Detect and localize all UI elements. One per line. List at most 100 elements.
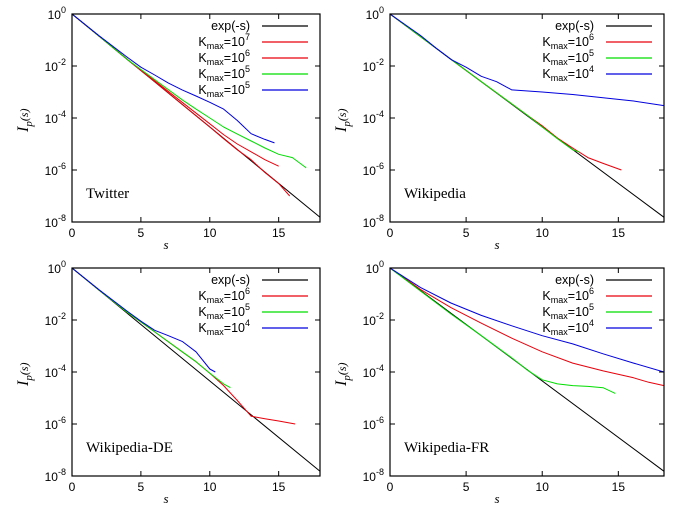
panel-label: Wikipedia-FR bbox=[404, 440, 489, 456]
y-tick-base: 10 bbox=[45, 314, 59, 328]
y-axis-label-rest: (s) bbox=[17, 363, 31, 376]
legend-subscript: max bbox=[551, 41, 569, 51]
series-line-4 bbox=[72, 14, 275, 144]
y-tick-label-2: 10-4 bbox=[45, 109, 66, 126]
legend-subscript: max bbox=[207, 295, 225, 305]
series-line-1 bbox=[72, 268, 296, 425]
legend-superscript: 4 bbox=[589, 318, 594, 328]
y-axis-label-rest: (s) bbox=[17, 109, 31, 122]
y-tick-exponent: -4 bbox=[376, 363, 384, 373]
chart-panel-1: 0 5 10 1510010-210-410-610-8sIp(s)Wikipedia… bbox=[333, 5, 665, 252]
x-tick-label-1: 5 bbox=[138, 226, 145, 240]
legend-superscript: 5 bbox=[245, 64, 250, 74]
legend-superscript: 4 bbox=[245, 318, 250, 328]
legend-subscript: max bbox=[551, 73, 569, 83]
panel-label: Twitter bbox=[86, 186, 129, 202]
legend-subscript: max bbox=[551, 327, 569, 337]
y-tick-label-3: 10-6 bbox=[363, 415, 384, 432]
legend-text: K bbox=[198, 83, 207, 97]
y-tick-base: 10 bbox=[45, 112, 59, 126]
y-axis-label-sub: p bbox=[23, 121, 35, 128]
legend-entry-3: Kmax=105 bbox=[198, 64, 250, 83]
legend-subscript: max bbox=[551, 295, 569, 305]
y-axis-label-main: I bbox=[15, 126, 32, 133]
legend-superscript: 4 bbox=[589, 64, 594, 74]
x-tick-label-3: 15 bbox=[612, 480, 626, 494]
y-tick-label-3: 10-6 bbox=[45, 161, 66, 178]
y-tick-exponent: -4 bbox=[58, 109, 66, 119]
y-tick-label-1: 10-2 bbox=[45, 311, 66, 328]
legend-subscript: max bbox=[207, 41, 225, 51]
legend-superscript: 6 bbox=[245, 286, 250, 296]
legend-text: K bbox=[198, 35, 207, 49]
y-tick-base: 10 bbox=[363, 314, 377, 328]
legend-superscript: 6 bbox=[245, 48, 250, 58]
legend-entry-3: Kmax=104 bbox=[542, 64, 594, 83]
legend-text: K bbox=[198, 321, 207, 335]
x-axis-label: s bbox=[163, 491, 168, 506]
plot-area bbox=[72, 268, 320, 472]
y-axis-label: Ip(s) bbox=[15, 109, 35, 134]
legend-text: K bbox=[542, 35, 551, 49]
panel-label: Wikipedia-DE bbox=[86, 440, 173, 456]
legend-entry-0: exp(-s) bbox=[555, 19, 594, 33]
y-tick-exponent: 0 bbox=[379, 5, 384, 15]
series-line-3 bbox=[390, 14, 664, 107]
x-tick-label-0: 0 bbox=[69, 480, 76, 494]
legend-entry-0: exp(-s) bbox=[555, 273, 594, 287]
legend-subscript: max bbox=[207, 89, 225, 99]
legend-text: K bbox=[542, 67, 551, 81]
legend-equals: =10 bbox=[568, 35, 589, 49]
y-tick-base: 10 bbox=[45, 216, 59, 230]
y-tick-base: 10 bbox=[48, 8, 62, 22]
x-tick-label-0: 0 bbox=[69, 226, 76, 240]
y-tick-base: 10 bbox=[366, 262, 380, 276]
y-axis-label-main: I bbox=[333, 126, 350, 133]
panel-label: Wikipedia bbox=[404, 186, 466, 202]
y-tick-label-4: 10-8 bbox=[45, 467, 66, 484]
legend-superscript: 5 bbox=[245, 80, 250, 90]
x-axis-label: s bbox=[494, 491, 499, 506]
y-axis-label-main: I bbox=[15, 380, 32, 387]
x-tick-label-1: 5 bbox=[138, 480, 145, 494]
plot-area bbox=[72, 14, 320, 218]
legend-entry-1: Kmax=107 bbox=[198, 32, 250, 51]
y-tick-exponent: -2 bbox=[58, 311, 66, 321]
y-tick-label-0: 100 bbox=[48, 259, 66, 276]
y-axis-label: Ip(s) bbox=[333, 109, 353, 134]
x-tick-label-3: 15 bbox=[272, 480, 286, 494]
legend-subscript: max bbox=[551, 311, 569, 321]
legend-superscript: 7 bbox=[245, 32, 250, 42]
legend-superscript: 6 bbox=[589, 32, 594, 42]
legend-text: K bbox=[198, 289, 207, 303]
legend-equals: =10 bbox=[224, 67, 245, 81]
legend-superscript: 5 bbox=[589, 302, 594, 312]
legend-text: K bbox=[542, 305, 551, 319]
legend-superscript: 5 bbox=[245, 302, 250, 312]
y-tick-exponent: -8 bbox=[376, 213, 384, 223]
legend-entry-1: Kmax=106 bbox=[542, 32, 594, 51]
legend-equals: =10 bbox=[224, 289, 245, 303]
legend-equals: =10 bbox=[224, 83, 245, 97]
y-axis-label-sub: p bbox=[23, 375, 35, 382]
y-tick-label-4: 10-8 bbox=[363, 467, 384, 484]
x-axis-label: s bbox=[494, 237, 499, 252]
y-tick-base: 10 bbox=[363, 164, 377, 178]
y-tick-label-1: 10-2 bbox=[45, 57, 66, 74]
y-tick-label-0: 100 bbox=[366, 259, 384, 276]
legend-subscript: max bbox=[207, 311, 225, 321]
legend-entry-1: Kmax=106 bbox=[198, 286, 250, 305]
plot-area bbox=[390, 268, 664, 472]
legend-equals: =10 bbox=[568, 305, 589, 319]
y-tick-exponent: -2 bbox=[376, 311, 384, 321]
x-tick-label-0: 0 bbox=[387, 480, 394, 494]
legend-entry-2: Kmax=105 bbox=[542, 302, 594, 321]
y-tick-base: 10 bbox=[363, 60, 377, 74]
y-tick-base: 10 bbox=[45, 366, 59, 380]
legend-subscript: max bbox=[207, 57, 225, 67]
x-axis-label: s bbox=[163, 237, 168, 252]
y-tick-label-4: 10-8 bbox=[363, 213, 384, 230]
series-line-2 bbox=[72, 268, 231, 389]
y-tick-exponent: -8 bbox=[376, 467, 384, 477]
